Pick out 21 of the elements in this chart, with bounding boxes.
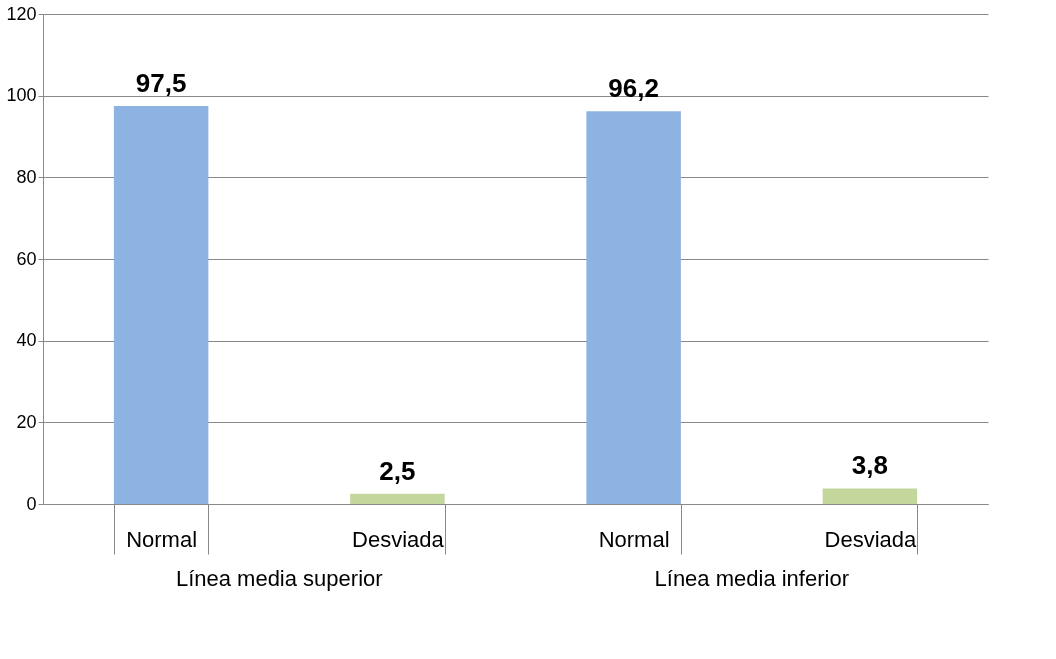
bar (350, 493, 445, 504)
data-label: 3,8 (851, 450, 888, 481)
data-label: 96,2 (608, 73, 659, 104)
y-tick-label: 120 (6, 3, 37, 24)
bar (822, 488, 918, 504)
x-tick-label: Normal (598, 526, 670, 552)
y-tick-label: 0 (26, 493, 37, 514)
y-tick-label: 60 (16, 248, 37, 269)
bar (113, 105, 209, 504)
text: Línea media superior (175, 566, 383, 591)
x-tick-label: Desviada (352, 526, 445, 552)
bar (586, 111, 681, 504)
y-tick-label: 20 (16, 411, 37, 432)
data-label: 2,5 (379, 455, 416, 486)
x-tick-label: Desviada (824, 526, 917, 552)
y-tick-label: 100 (6, 85, 37, 106)
x-tick-label: Normal (126, 526, 198, 552)
data-label: 97,5 (135, 67, 187, 98)
y-tick-label: 40 (16, 330, 37, 351)
y-tick-label: 80 (16, 166, 37, 187)
text: Línea media inferior (654, 566, 849, 591)
